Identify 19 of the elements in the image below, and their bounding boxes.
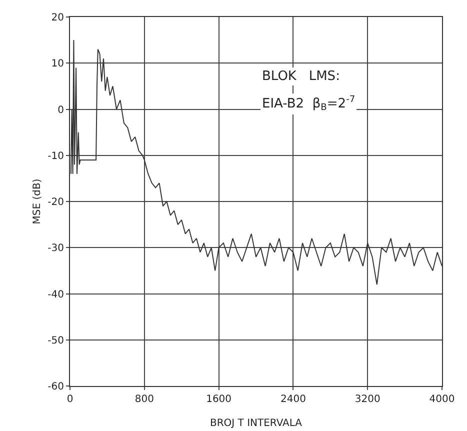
y-tick-label: 20 [51, 12, 64, 24]
y-tick-label: 0 [58, 104, 64, 116]
x-tick-label: 3200 [354, 394, 380, 405]
annotation: BLOK LMS: [262, 69, 340, 84]
x-tick-label: 0 [66, 394, 74, 405]
y-axis-title: MSE (dB) [32, 178, 43, 224]
x-tick-label: 1600 [206, 394, 232, 405]
y-tick-label: -20 [48, 197, 64, 208]
x-tick-label: 2400 [280, 394, 306, 405]
x-axis-title: BROJ T INTERVALA [210, 418, 302, 429]
y-tick-label: -40 [48, 289, 64, 300]
y-tick-label: -30 [48, 243, 64, 254]
annotation: EIA-B2 β$_{B}$=2$^{-7}$ [262, 95, 356, 114]
y-tick-label: -10 [48, 150, 64, 162]
y-tick-label: -50 [48, 335, 64, 346]
y-tick-label: 10 [51, 58, 64, 70]
y-tick-label: -60 [48, 382, 64, 392]
x-tick-label: 800 [134, 394, 154, 405]
x-tick-label: 4000 [429, 394, 455, 405]
